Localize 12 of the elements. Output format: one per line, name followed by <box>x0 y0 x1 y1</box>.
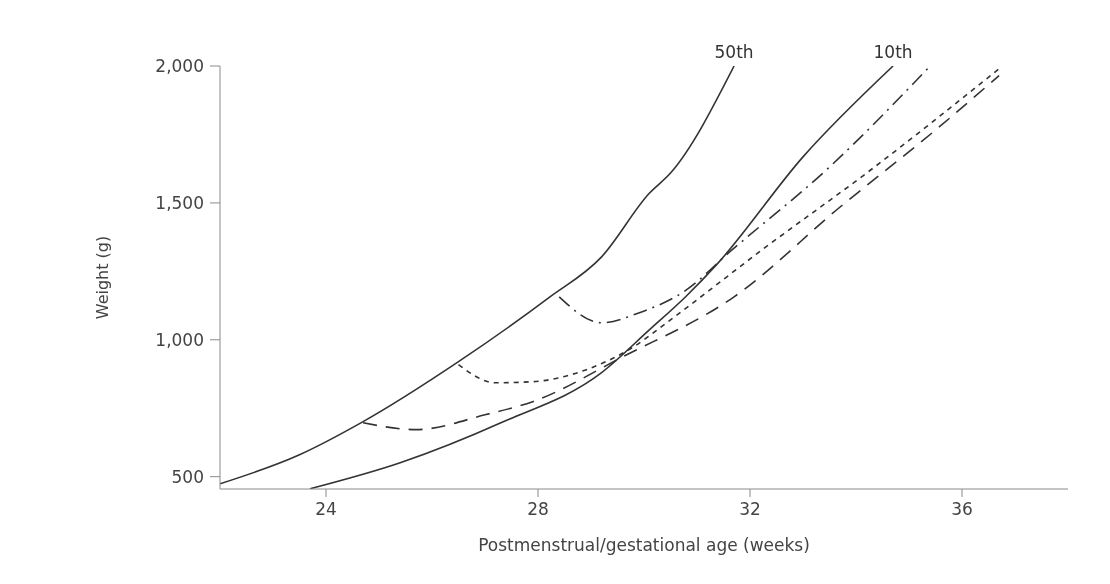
series-label: 50th <box>714 42 754 62</box>
series-label: 10th <box>873 42 913 62</box>
y-tick-label: 2,000 <box>155 56 204 77</box>
y-tick-label: 1,000 <box>155 329 204 350</box>
y-tick-label: 1,500 <box>155 192 204 213</box>
y-tick-label: 500 <box>171 466 204 487</box>
x-tick-label: 36 <box>951 499 973 520</box>
x-tick-label: 28 <box>527 499 549 520</box>
x-axis-title: Postmenstrual/gestational age (weeks) <box>478 535 810 555</box>
x-tick-label: 32 <box>739 499 761 520</box>
x-tick-label: 24 <box>315 499 337 520</box>
y-axis-title: Weight (g) <box>92 235 112 320</box>
